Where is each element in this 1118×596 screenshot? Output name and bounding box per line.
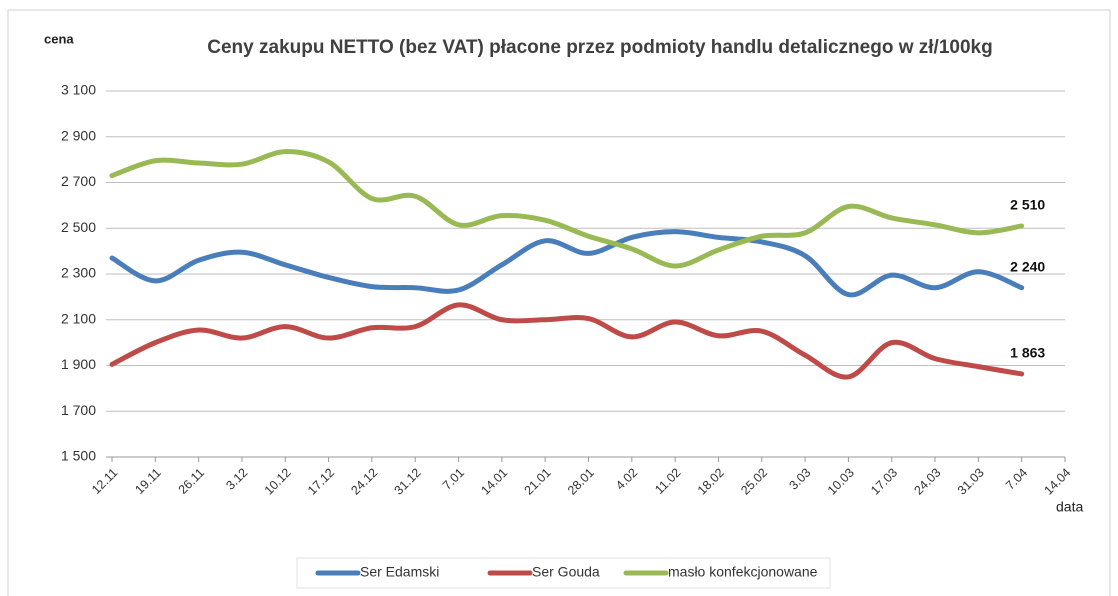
legend-box (296, 557, 831, 589)
series-line (109, 302, 1025, 380)
legend-label: Ser Gouda (532, 564, 600, 580)
y-tick-label: 1 500 (61, 448, 96, 464)
x-tick-label: 17.12 (305, 466, 337, 498)
x-tick-label: 7.04 (1003, 466, 1030, 493)
y-tick-label: 1 700 (61, 402, 96, 418)
x-tick-label: 12.11 (89, 466, 120, 497)
x-tick-label: 18.02 (695, 466, 727, 498)
x-tick-label: 31.03 (955, 466, 987, 498)
y-tick-label: 2 700 (61, 173, 96, 189)
y-tick-label: 2 900 (61, 127, 96, 143)
series-line (109, 149, 1025, 269)
x-tick-label: 25.02 (738, 466, 770, 498)
x-tick-label: 7.01 (440, 466, 467, 493)
legend-label: masło konfekcjonowane (668, 564, 818, 580)
x-axis-label: data (1056, 499, 1083, 515)
y-tick-label: 1 900 (61, 356, 96, 372)
y-axis-label: cena (44, 31, 74, 46)
x-tick-label: 14.04 (1041, 466, 1073, 498)
x-tick-label: 17.03 (868, 466, 900, 498)
x-tick-label: 3.03 (786, 466, 813, 493)
data-label: 2 510 (1010, 197, 1045, 213)
x-tick-label: 28.01 (565, 466, 597, 498)
x-tick-label: 11.02 (652, 466, 683, 497)
x-tick-label: 21.01 (522, 466, 554, 498)
chart-border (7, 9, 1111, 596)
data-label: 1 863 (1010, 345, 1045, 361)
series-line (109, 229, 1025, 298)
y-tick-label: 2 500 (61, 219, 96, 235)
x-tick-label: 19.11 (132, 466, 163, 497)
y-tick-label: 2 100 (61, 310, 96, 326)
x-tick-label: 4.02 (613, 466, 640, 493)
x-tick-label: 14.01 (478, 466, 510, 498)
legend-label: Ser Edamski (360, 564, 439, 580)
y-tick-label: 2 300 (61, 265, 96, 281)
x-tick-label: 26.11 (176, 466, 207, 497)
x-tick-label: 24.12 (348, 466, 380, 498)
chart-title: Ceny zakupu NETTO (bez VAT) płacone prze… (207, 37, 992, 58)
x-tick-label: 10.12 (262, 466, 294, 498)
x-tick-label: 3.12 (223, 466, 250, 493)
y-tick-label: 3 100 (61, 82, 96, 98)
data-label: 2 240 (1010, 258, 1045, 274)
x-tick-label: 24.03 (911, 466, 943, 498)
x-tick-label: 31.12 (392, 466, 424, 498)
x-tick-label: 10.03 (825, 466, 857, 498)
